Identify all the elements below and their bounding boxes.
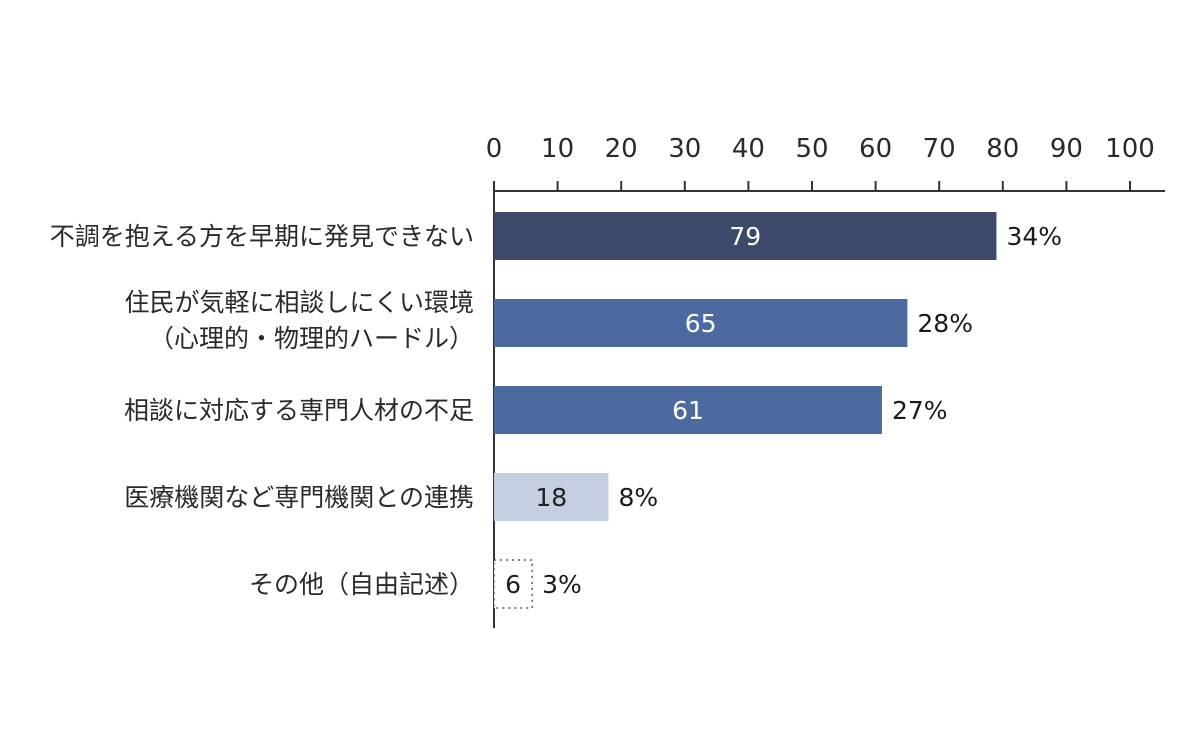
x-tick-label: 100 bbox=[1105, 134, 1155, 164]
x-tick-label: 30 bbox=[668, 134, 701, 164]
bar bbox=[494, 299, 908, 347]
x-tick-label: 0 bbox=[486, 134, 503, 164]
bar-percent-label: 34% bbox=[1006, 222, 1062, 251]
category-label: 医療機関など専門機関との連携 bbox=[124, 483, 474, 512]
bar bbox=[494, 473, 609, 521]
x-tick-label: 50 bbox=[795, 134, 828, 164]
bar-value-label: 65 bbox=[685, 309, 717, 338]
bar-percent-label: 8% bbox=[618, 483, 658, 512]
x-tick-label: 40 bbox=[732, 134, 765, 164]
x-tick-label: 20 bbox=[605, 134, 638, 164]
x-tick-label: 10 bbox=[541, 134, 574, 164]
bar-percent-label: 27% bbox=[892, 396, 948, 425]
bar-percent-label: 3% bbox=[542, 570, 582, 599]
x-tick-label: 90 bbox=[1050, 134, 1083, 164]
x-tick-label: 60 bbox=[859, 134, 892, 164]
bar-value-label: 61 bbox=[672, 396, 704, 425]
bars: 79 34% 65 28% 61 27% 18 8% 6 3% bbox=[493, 212, 1062, 609]
category-label-line: （心理的・物理的ハードル） bbox=[149, 324, 474, 353]
x-tick-label: 70 bbox=[923, 134, 956, 164]
bar bbox=[494, 212, 997, 260]
bar-value-label: 18 bbox=[535, 483, 567, 512]
bar-value-label: 79 bbox=[729, 222, 761, 251]
bar-value-label: 6 bbox=[505, 570, 521, 599]
x-tick-label: 80 bbox=[986, 134, 1019, 164]
bar bbox=[493, 559, 533, 609]
category-label: その他（自由記述） bbox=[249, 570, 474, 599]
category-label: 不調を抱える方を早期に発見できない bbox=[50, 222, 474, 251]
bar-percent-label: 28% bbox=[917, 309, 973, 338]
bar bbox=[494, 386, 882, 434]
x-axis: 0 10 20 30 40 50 60 70 80 90 100 bbox=[486, 134, 1165, 628]
category-label-line: 住民が気軽に相談しにくい環境 bbox=[124, 288, 474, 317]
category-label: 相談に対応する専門人材の不足 bbox=[124, 396, 474, 425]
